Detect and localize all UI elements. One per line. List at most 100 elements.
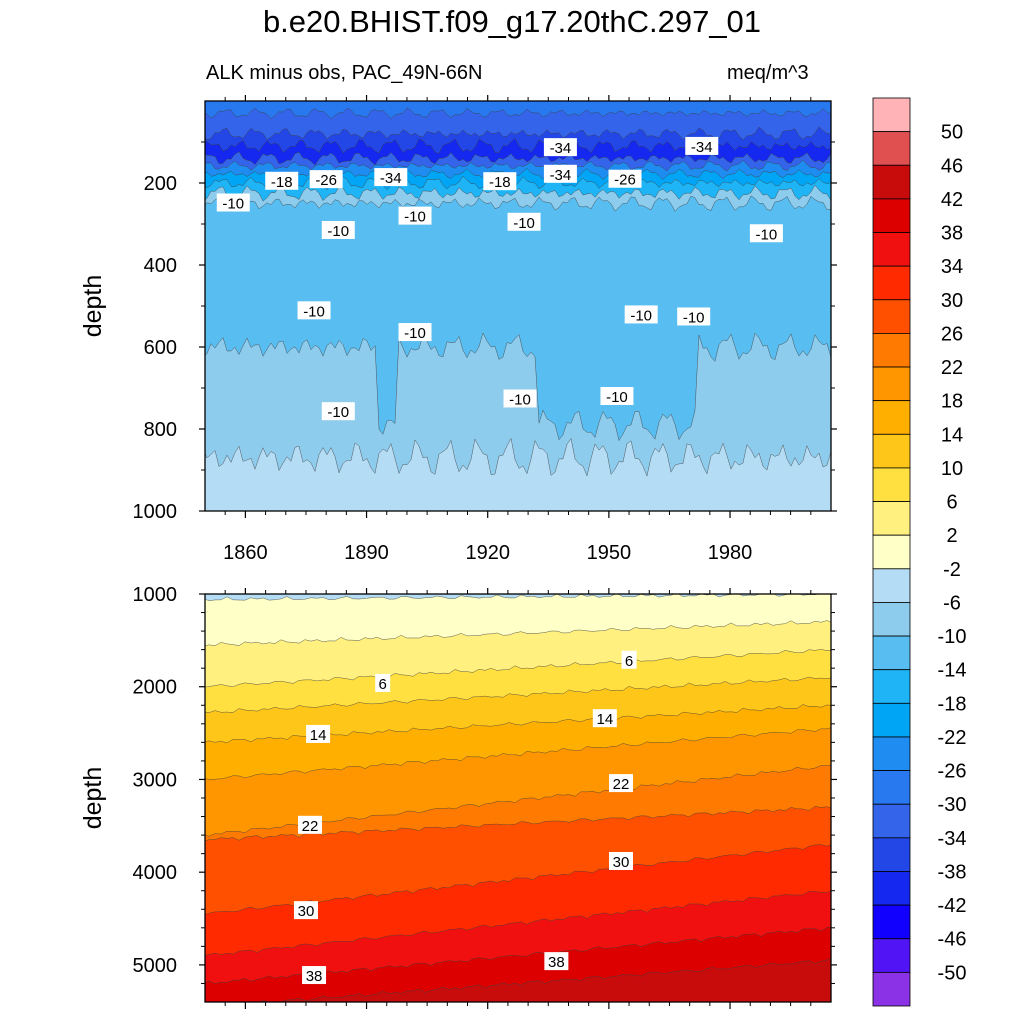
- lower-contour-label-7: 30: [608, 851, 633, 871]
- colorbar-label: -34: [938, 828, 967, 850]
- upper-contour-label-box: [374, 168, 408, 187]
- upper-contour-label-text: -34: [550, 140, 572, 157]
- upper-y-tick-label: 400: [144, 255, 177, 277]
- lower-contour-label-1: 6: [375, 673, 391, 693]
- upper-contour-label-9: -10: [398, 206, 432, 226]
- upper-y-tick-label: 800: [144, 419, 177, 441]
- upper-contour-label-13: -10: [297, 301, 331, 320]
- colorbar-swatch-11: [872, 467, 911, 502]
- lower-contour-label-box: [375, 673, 391, 692]
- upper-contour-label-6: -18: [483, 172, 517, 191]
- upper-contour-label-box: [216, 193, 250, 212]
- colorbar-label: -2: [943, 559, 961, 581]
- lower-contour-label-5: 22: [608, 774, 633, 793]
- upper-contour-label-text: -34: [380, 170, 402, 187]
- colorbar-label: 10: [941, 458, 963, 480]
- lower-contour-label-0: 6: [621, 650, 637, 670]
- lower-contour-label-9: 38: [544, 952, 569, 971]
- upper-contour-label-text: -18: [489, 174, 511, 191]
- upper-contour-label-box: [677, 307, 711, 326]
- colorbar-swatch-14: [872, 568, 911, 603]
- upper-contour-label-5: -26: [309, 170, 343, 189]
- upper-contour-label-text: -34: [550, 167, 572, 184]
- colorbar-swatch-2: [872, 164, 911, 200]
- colorbar-swatch-20: [872, 770, 911, 805]
- colorbar-label: 34: [941, 256, 963, 278]
- colorbar-swatch-13: [872, 534, 911, 570]
- upper-contour-label-11: -10: [507, 212, 541, 232]
- upper-contour-label-box: [608, 169, 642, 188]
- upper-contour-label-15: -10: [624, 305, 658, 324]
- colorbar-label: -30: [938, 794, 967, 816]
- colorbar-label: 26: [941, 323, 963, 345]
- upper-contour-label-text: -10: [513, 215, 535, 232]
- upper-contour-label-12: -10: [749, 224, 783, 243]
- lower-y-tick-label: 5000: [133, 955, 178, 977]
- lower-contour-label-box: [544, 952, 569, 971]
- upper-contour-label-box: [503, 389, 537, 408]
- colorbar-swatch-17: [872, 669, 911, 704]
- x-tick-label: 1860: [223, 542, 268, 564]
- colorbar-swatch-24: [872, 904, 911, 940]
- upper-contour-label-19: -10: [600, 387, 634, 406]
- upper-contour-label-box: [543, 164, 577, 183]
- upper-contour-label-box: [297, 301, 331, 320]
- lower-contour-label-box: [302, 966, 327, 985]
- upper-contour-label-text: -10: [303, 303, 325, 320]
- lower-band-12: [258, 958, 831, 1002]
- colorbar-swatch-22: [872, 837, 911, 872]
- upper-contour-label-text: -10: [606, 389, 628, 406]
- colorbar-label: 22: [941, 357, 963, 379]
- colorbar-label: -50: [938, 962, 967, 984]
- colorbar-label: 46: [941, 155, 963, 177]
- colorbar-swatch-25: [872, 938, 911, 973]
- upper-contour-label-box: [507, 212, 541, 231]
- upper-contour-label-text: -18: [271, 174, 293, 191]
- colorbar-label: -18: [938, 693, 967, 715]
- upper-contour-label-16: -10: [677, 307, 711, 326]
- upper-contour-label-box: [624, 305, 658, 324]
- lower-contour-label-4: 22: [298, 815, 323, 835]
- upper-band-11: [205, 437, 831, 511]
- upper-contour-label-text: -10: [756, 226, 778, 243]
- contour-label-group: -34 -34 -34 -34 -18 -26 -18 -26 -10 -10 -10 -10 -10 -…: [216, 136, 783, 985]
- colorbar-swatch-15: [872, 602, 911, 637]
- lower-contour-label-box: [592, 709, 617, 728]
- lower-contour-label-6: 30: [293, 901, 318, 920]
- lower-contour-label-box: [608, 774, 633, 793]
- upper-contour-label-box: [321, 402, 355, 421]
- upper-contour-label-0: -34: [543, 138, 577, 157]
- upper-contour-label-1: -34: [685, 136, 719, 156]
- lower-panel-contour-fill: [205, 594, 831, 1002]
- colorbar-swatch-8: [872, 366, 911, 402]
- colorbar-swatch-18: [872, 702, 911, 738]
- upper-contour-label-text: -10: [404, 325, 426, 342]
- upper-contour-label-text: -26: [315, 172, 337, 189]
- colorbar-swatch-3: [872, 198, 911, 233]
- left-subtitle: ALK minus obs, PAC_49N-66N: [206, 62, 483, 84]
- colorbar-swatch-9: [872, 400, 911, 435]
- lower-contour-label-text: 14: [310, 727, 327, 744]
- lower-contour-label-3: 14: [592, 709, 617, 728]
- colorbar-label: -10: [938, 626, 967, 648]
- lower-contour-label-text: 22: [613, 776, 630, 793]
- upper-contour-label-box: [749, 224, 783, 243]
- lower-contour-label-text: 22: [302, 818, 319, 835]
- colorbar-label: 2: [946, 525, 957, 547]
- upper-contour-label-text: -10: [222, 196, 244, 213]
- upper-contour-label-14: -10: [398, 323, 432, 342]
- upper-panel-contour-fill: [205, 101, 831, 511]
- colorbar-label: -6: [943, 592, 961, 614]
- upper-contour-label-box: [265, 171, 299, 190]
- upper-contour-label-2: -34: [374, 168, 408, 187]
- lower-contour-label-text: 30: [298, 903, 315, 920]
- upper-contour-label-17: -10: [321, 402, 355, 421]
- lower-contour-label-text: 6: [625, 653, 633, 670]
- colorbar-label: -14: [938, 660, 967, 682]
- upper-contour-label-text: -10: [327, 404, 349, 421]
- upper-contour-label-text: -10: [404, 209, 426, 226]
- upper-contour-label-box: [309, 170, 343, 189]
- colorbar-label: 50: [941, 122, 963, 144]
- lower-contour-label-box: [608, 851, 633, 870]
- upper-contour-label-text: -34: [691, 139, 713, 156]
